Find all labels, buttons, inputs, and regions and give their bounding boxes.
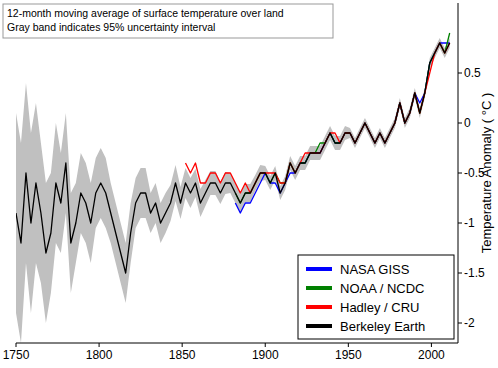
chart-svg: -2-1.5-1-0.500.5175018001850190019502000… (0, 0, 498, 368)
series-line (235, 43, 449, 213)
legend-swatch (306, 324, 332, 328)
chart-root: -2-1.5-1-0.500.5175018001850190019502000… (0, 0, 498, 368)
x-axis (16, 343, 458, 344)
y-tick-label: 0.5 (464, 66, 481, 80)
annotation: Gray band indicates 95% uncertainty inte… (7, 21, 215, 33)
series-line (185, 43, 449, 193)
y-axis-label: Temperature Anomaly ( °C ) (479, 93, 494, 254)
x-tick-label: 1950 (335, 348, 362, 362)
y-tick (458, 73, 462, 74)
x-tick-label: 1800 (86, 348, 113, 362)
legend-label: Berkeley Earth (340, 319, 425, 334)
y-tick (458, 173, 462, 174)
x-tick (265, 343, 266, 347)
legend-label: NASA GISS (340, 262, 410, 277)
legend-label: NOAA / NCDC (340, 281, 425, 296)
x-tick-label: 1850 (169, 348, 196, 362)
legend-swatch (306, 286, 332, 290)
y-tick (458, 273, 462, 274)
y-tick-label: 0 (464, 116, 471, 130)
y-tick (458, 123, 462, 124)
x-tick-label: 2000 (418, 348, 445, 362)
y-tick-label: -1 (464, 216, 475, 230)
x-tick (99, 343, 100, 347)
legend-label: Hadley / CRU (340, 300, 419, 315)
series-line (16, 43, 450, 273)
legend-swatch (306, 305, 332, 309)
annotation-box (3, 4, 333, 38)
legend-box (298, 255, 454, 339)
x-tick-label: 1750 (3, 348, 30, 362)
annotation: 12-month moving average of surface tempe… (7, 7, 284, 19)
x-tick (16, 343, 17, 347)
y-tick-label: -1.5 (464, 266, 485, 280)
legend-swatch (306, 267, 332, 271)
y-tick (458, 323, 462, 324)
x-tick-label: 1900 (252, 348, 279, 362)
x-tick (431, 343, 432, 347)
y-tick (458, 223, 462, 224)
y-tick-label: -2 (464, 316, 475, 330)
x-tick (348, 343, 349, 347)
x-tick (182, 343, 183, 347)
